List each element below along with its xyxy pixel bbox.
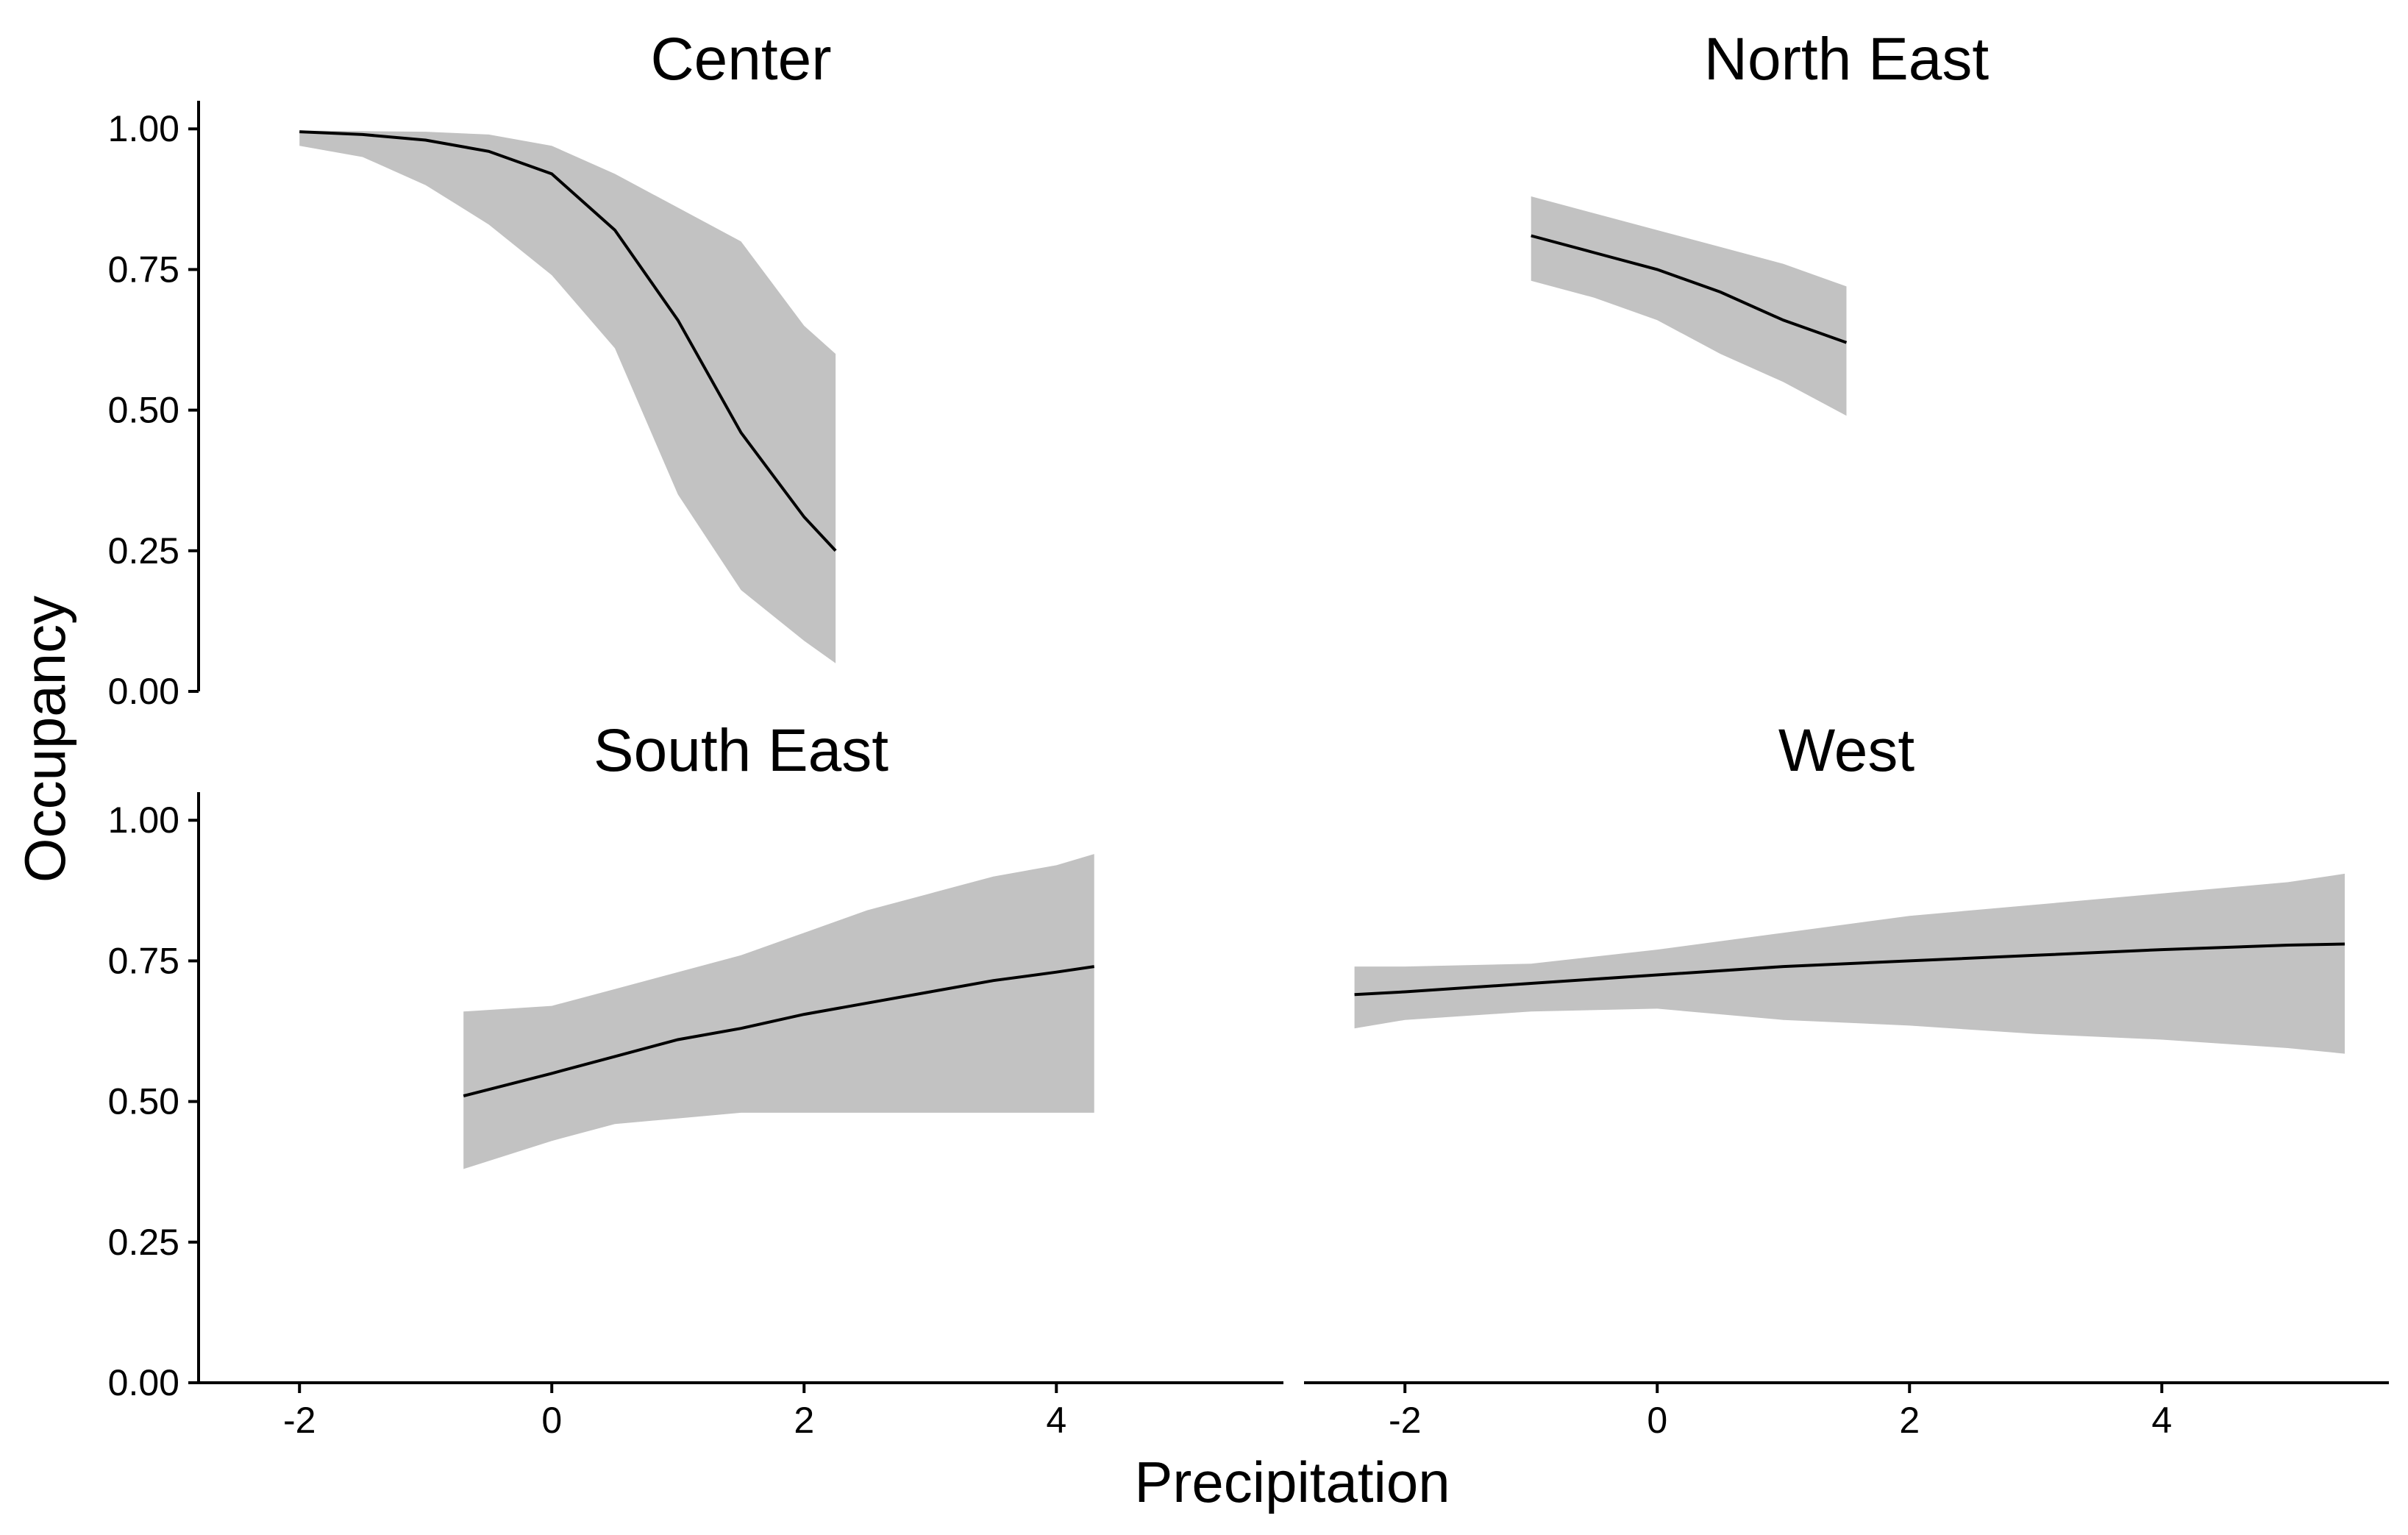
x-tick-label: 2 [1899,1400,1920,1441]
fitted-line-center [299,130,837,552]
panel-center: Center 0.00 0.25 0.50 0.75 1.00 [108,26,837,712]
panel-title-south-east: South East [594,717,888,784]
y-tick-label: 0.50 [108,390,179,431]
x-tick-label: -2 [283,1400,316,1441]
panel-title-north-east: North East [1704,26,1990,93]
panel-north-east: North East [1531,26,1990,416]
confidence-band-north-east [1531,196,1847,416]
x-tick-label: 0 [1647,1400,1667,1441]
x-tick-label: -2 [1389,1400,1421,1441]
panel-title-center: Center [650,26,831,93]
y-axis-title: Occupancy [13,596,77,883]
y-tick-label: 0.25 [108,530,179,571]
confidence-band-south-east [463,854,1094,1169]
fitted-line-north-east [1531,234,1848,344]
fitted-line-west [1354,942,2345,997]
x-axis-title: Precipitation [1134,1450,1450,1514]
x-tick-label: 0 [541,1400,562,1441]
panel-west: West -2 0 2 4 [1304,717,2389,1441]
panel-south-east: South East 0.00 0.25 0.50 0.75 1.00 -2 0 2 4 [108,717,1283,1441]
y-tick-label: 0.75 [108,940,179,981]
confidence-band-center [299,130,836,663]
x-tick-label: 2 [794,1400,814,1441]
y-tick-label: 1.00 [108,799,179,841]
facet-panels: Center 0.00 0.25 0.50 0.75 1.00 North East Sout… [108,26,2389,1441]
y-tick-label: 0.50 [108,1081,179,1122]
y-tick-label: 0.00 [108,671,179,712]
y-tick-label: 0.75 [108,249,179,290]
fitted-line-south-east [463,965,1094,1097]
y-tick-label: 0.25 [108,1222,179,1263]
panel-title-west: West [1778,717,1915,784]
y-tick-label: 0.00 [108,1362,179,1403]
x-tick-label: 4 [2151,1400,2172,1441]
x-tick-label: 4 [1046,1400,1066,1441]
y-tick-label: 1.00 [108,108,179,149]
